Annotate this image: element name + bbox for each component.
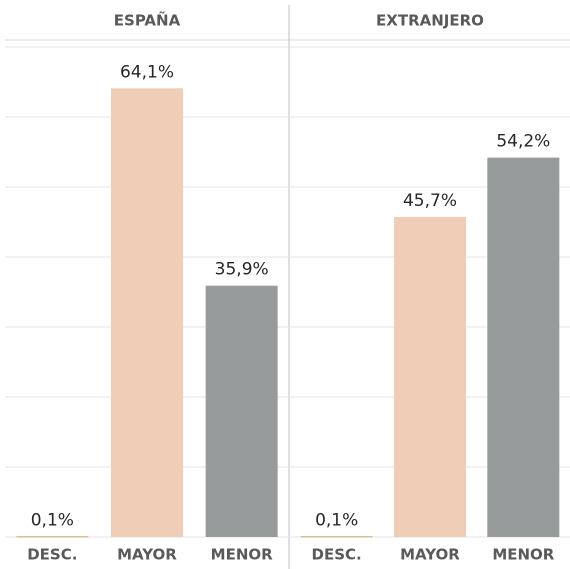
value-label: 0,1% bbox=[31, 510, 74, 530]
x-tick-label: DESC. bbox=[312, 546, 362, 564]
value-label: 54,2% bbox=[496, 132, 550, 152]
x-tick-label: MAYOR bbox=[117, 546, 177, 564]
bar bbox=[205, 285, 278, 537]
bar bbox=[394, 217, 466, 537]
x-tick-label: MENOR bbox=[211, 546, 273, 564]
panel-title: ESPAÑA bbox=[114, 11, 181, 30]
panel-title: EXTRANJERO bbox=[376, 12, 484, 30]
value-label: 35,9% bbox=[215, 260, 269, 280]
x-tick-label: MENOR bbox=[492, 546, 554, 564]
x-tick-label: MAYOR bbox=[400, 546, 460, 564]
bar bbox=[16, 536, 89, 538]
bar bbox=[111, 88, 183, 538]
x-tick-label: DESC. bbox=[27, 546, 77, 564]
value-label: 0,1% bbox=[315, 510, 358, 530]
bar bbox=[487, 157, 560, 537]
value-label: 64,1% bbox=[120, 62, 174, 82]
bar bbox=[300, 536, 373, 538]
value-label: 45,7% bbox=[403, 191, 457, 211]
